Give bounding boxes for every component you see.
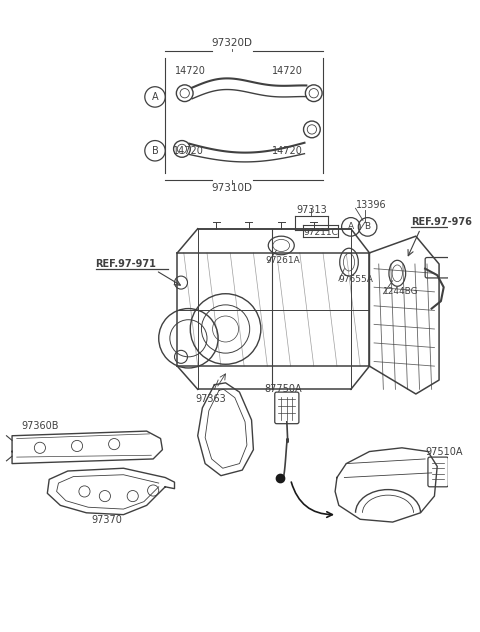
Text: 97655A: 97655A xyxy=(339,276,374,284)
Text: 1244BG: 1244BG xyxy=(384,288,419,296)
Text: 14720: 14720 xyxy=(173,146,204,155)
Text: 14720: 14720 xyxy=(272,66,303,76)
Text: A: A xyxy=(348,222,354,231)
Text: 97510A: 97510A xyxy=(425,447,463,456)
Text: 97370: 97370 xyxy=(91,515,122,525)
Text: 14720: 14720 xyxy=(272,146,303,155)
Text: 97261A: 97261A xyxy=(265,256,300,265)
Text: REF.97-971: REF.97-971 xyxy=(96,259,156,269)
Text: 97313: 97313 xyxy=(296,205,327,215)
Text: 97211C: 97211C xyxy=(303,228,338,237)
Text: 97310D: 97310D xyxy=(212,183,252,193)
Text: 87750A: 87750A xyxy=(264,384,302,394)
Text: 97363: 97363 xyxy=(196,394,227,404)
Text: REF.97-976: REF.97-976 xyxy=(411,217,472,228)
Text: 97360B: 97360B xyxy=(21,422,59,432)
Text: B: B xyxy=(152,146,158,155)
Text: 13396: 13396 xyxy=(356,200,386,210)
Text: 97320D: 97320D xyxy=(212,38,252,48)
Text: 14720: 14720 xyxy=(175,66,205,76)
Text: A: A xyxy=(152,92,158,102)
Text: B: B xyxy=(364,222,371,231)
